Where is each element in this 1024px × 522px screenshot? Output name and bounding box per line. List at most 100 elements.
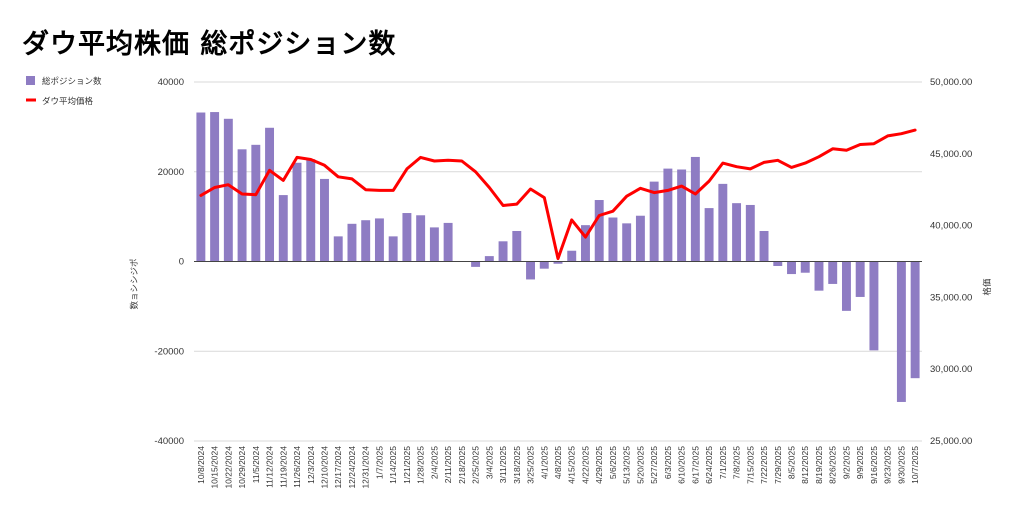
- x-tick-label: 10/15/2024: [210, 446, 220, 489]
- x-axis-ticks: 10/8/2024 10/15/2024 10/22/2024 10/29/2024 1…: [196, 446, 920, 489]
- bar: [869, 261, 879, 351]
- bar: [773, 261, 783, 266]
- y-left-tick-label: 0: [179, 257, 184, 268]
- bar: [855, 261, 865, 297]
- line-series: [199, 128, 917, 261]
- x-tick-label: 10/7/2025: [910, 446, 920, 484]
- bar: [814, 261, 824, 291]
- x-tick-label: 8/12/2025: [800, 446, 810, 484]
- bar: [278, 195, 288, 262]
- x-tick-label: 9/9/2025: [855, 446, 865, 479]
- x-tick-label: 10/29/2024: [237, 446, 247, 489]
- bar: [663, 168, 673, 262]
- x-tick-label: 1/28/2025: [416, 446, 426, 484]
- bar: [388, 236, 398, 262]
- x-tick-label: 11/5/2024: [251, 446, 261, 483]
- x-tick-label: 8/19/2025: [814, 446, 824, 484]
- chart-title: ダウ平均株価 総ポジション数: [22, 29, 397, 60]
- x-tick-label: 7/22/2025: [759, 446, 769, 484]
- bar-series: [196, 112, 920, 402]
- dow-price-line: [199, 128, 917, 261]
- x-tick-label: 1/14/2025: [388, 446, 398, 484]
- y-right-tick-label: 40,000.00: [930, 221, 972, 232]
- bar: [306, 159, 316, 262]
- bar: [800, 261, 810, 273]
- y-left-tick-label: 40000: [158, 77, 184, 88]
- legend-label-bars: 総ポジション数: [42, 76, 102, 87]
- x-tick-label: 8/26/2025: [828, 446, 838, 484]
- bar: [237, 149, 247, 262]
- bar: [196, 112, 206, 262]
- y-right-tick-label: 45,000.00: [930, 149, 972, 160]
- bar: [567, 250, 577, 262]
- x-tick-label: 11/12/2024: [265, 446, 275, 488]
- right-axis-ticks: 50,000.00 45,000.00 40,000.00 35,000.00 30,0…: [930, 77, 972, 447]
- x-tick-label: 12/10/2024: [319, 446, 329, 489]
- bar: [787, 261, 796, 275]
- x-tick-label: 5/20/2025: [635, 446, 645, 484]
- bar: [759, 230, 769, 262]
- y-left-tick-label: 20000: [158, 167, 184, 178]
- x-tick-label: 12/24/2024: [347, 446, 357, 489]
- x-tick-label: 4/22/2025: [580, 446, 590, 484]
- bar: [622, 223, 632, 262]
- bar: [841, 261, 851, 311]
- x-tick-label: 9/2/2025: [841, 446, 851, 479]
- x-tick-label: 11/26/2024: [292, 446, 302, 488]
- x-tick-label: 3/4/2025: [484, 446, 494, 479]
- bar: [429, 227, 439, 262]
- bar: [347, 223, 357, 262]
- bar: [361, 220, 371, 262]
- x-tick-label: 5/27/2025: [649, 446, 659, 484]
- gridlines: [194, 81, 922, 442]
- bar: [910, 261, 920, 379]
- x-tick-label: 6/17/2025: [690, 446, 700, 484]
- x-tick-label: 6/24/2025: [704, 446, 714, 484]
- bar: [251, 144, 261, 262]
- x-tick-label: 7/29/2025: [773, 446, 783, 484]
- bar: [553, 261, 563, 264]
- bar: [677, 169, 687, 262]
- x-tick-label: 12/17/2024: [333, 446, 343, 489]
- x-tick-label: 12/3/2024: [306, 446, 316, 484]
- x-tick-label: 2/25/2025: [471, 446, 481, 484]
- bar: [292, 162, 302, 262]
- bar: [320, 178, 329, 262]
- x-tick-label: 11/19/2024: [278, 446, 288, 488]
- legend-swatch-bars: [26, 76, 35, 85]
- bar: [402, 213, 412, 262]
- x-tick-label: 4/15/2025: [567, 446, 577, 484]
- y-right-tick-label: 35,000.00: [930, 292, 972, 303]
- x-tick-label: 12/31/2024: [361, 446, 371, 489]
- x-tick-label: 4/1/2025: [539, 446, 549, 479]
- bar: [745, 204, 755, 262]
- bar: [512, 230, 522, 262]
- x-tick-label: 9/30/2025: [896, 446, 906, 484]
- x-tick-label: 1/21/2025: [402, 446, 412, 484]
- x-tick-label: 2/4/2025: [429, 446, 439, 479]
- bar: [471, 261, 481, 267]
- bar: [539, 261, 549, 269]
- x-tick-label: 7/15/2025: [745, 446, 755, 484]
- bar: [608, 217, 618, 262]
- x-tick-label: 9/23/2025: [883, 446, 893, 484]
- legend: 総ポジション数 ダウ平均価格: [26, 76, 102, 107]
- x-tick-label: 6/3/2025: [663, 446, 673, 479]
- x-tick-label: 8/5/2025: [787, 446, 797, 479]
- x-tick-label: 2/11/2025: [443, 446, 453, 483]
- bar: [635, 215, 645, 262]
- x-tick-label: 10/22/2024: [223, 446, 233, 489]
- x-tick-label: 3/11/2025: [498, 446, 508, 483]
- x-tick-label: 9/16/2025: [869, 446, 879, 484]
- x-tick-label: 3/25/2025: [526, 446, 536, 484]
- bar: [649, 181, 659, 262]
- bar: [732, 203, 742, 262]
- x-tick-label: 3/18/2025: [512, 446, 522, 484]
- x-tick-label: 7/8/2025: [732, 446, 742, 479]
- right-axis-title: 格価: [982, 278, 993, 296]
- bar: [718, 183, 728, 262]
- bar: [443, 222, 453, 262]
- bar: [223, 118, 233, 262]
- bar: [484, 256, 494, 262]
